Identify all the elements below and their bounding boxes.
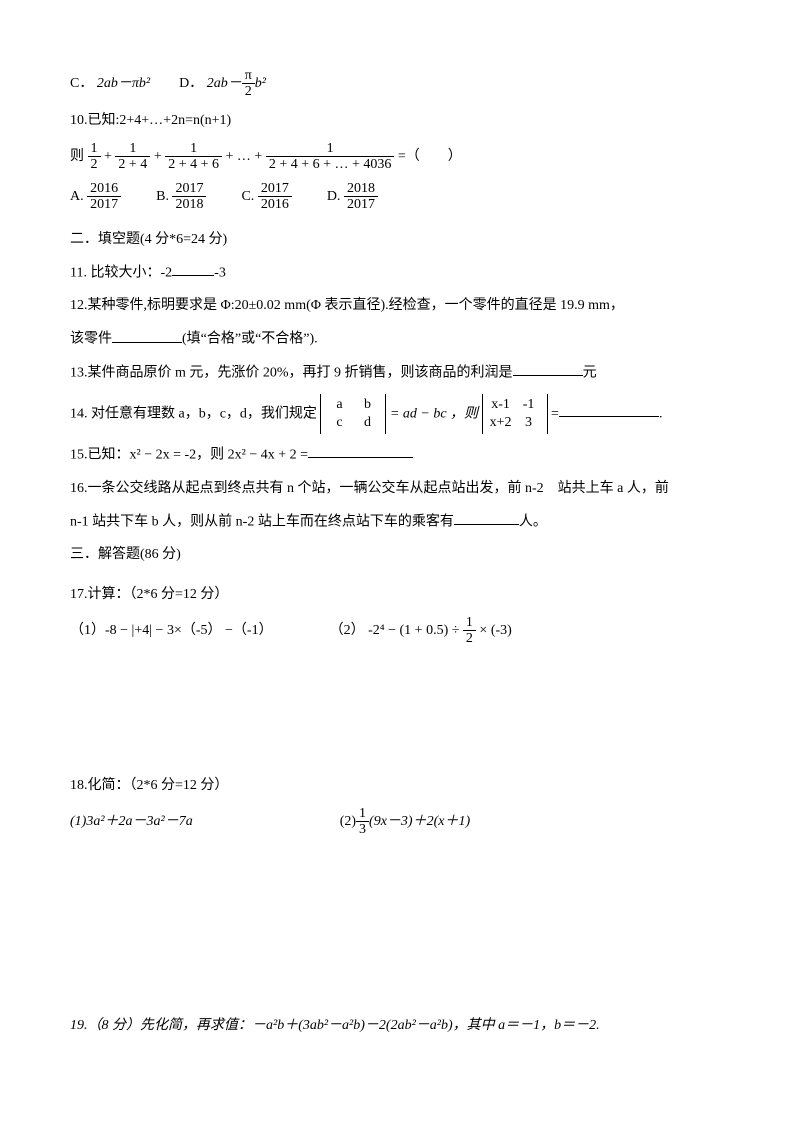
q16-l2: n-1 站共下车 b 人，则从前 n-2 站上车而在终点站下车的乘客有人。 [70, 509, 740, 535]
q17-p2-pre: -2⁴ − (1 + 0.5) ÷ [368, 623, 463, 638]
option-c-label: C. [241, 189, 254, 204]
section2-title: 二．填空题(4 分*6=24 分) [70, 227, 740, 252]
option-d-post: b² [255, 76, 266, 91]
option-d-label: D． [179, 76, 203, 91]
fraction: 20162017 [87, 181, 121, 213]
fraction: 20182017 [344, 181, 378, 213]
options-cd: C． 2ab－πb² D． 2ab－π2b² [70, 68, 740, 100]
q13: 13.某件商品原价 m 元，先涨价 20%，再打 9 折销售，则该商品的利润是元 [70, 360, 740, 386]
q17-p1: （1）-8 − |+4| − 3×（-5） −（-1） [70, 623, 273, 638]
fraction: 12 + 4 + 6 [165, 141, 222, 173]
blank[interactable] [112, 326, 182, 342]
fraction: 12 + 4 [115, 141, 150, 173]
fraction: 12 [88, 141, 101, 173]
q10-options: A. 20162017 B. 20172018 C. 20172016 D. 2… [70, 181, 740, 213]
workspace [70, 655, 740, 765]
blank[interactable] [172, 260, 214, 276]
q10-then: 则 [70, 149, 84, 164]
q19: 19.（8 分）先化简，再求值：－a²b＋(3ab²－a²b)－2(2ab²－a… [70, 1013, 740, 1038]
blank[interactable] [454, 509, 519, 525]
fraction: 20172018 [172, 181, 206, 213]
blank[interactable] [513, 360, 583, 376]
q14: 14. 对任意有理数 a，b，c，d，我们规定 ab cd = ad − bc … [70, 394, 740, 434]
q18-p1: (1)3a²＋2a－3a²－7a [70, 814, 193, 829]
determinant: x-1-1 x+23 [482, 394, 548, 434]
option-a-label: A. [70, 189, 84, 204]
blank[interactable] [308, 442, 413, 458]
q10-expr: 则 12 + 12 + 4 + 12 + 4 + 6 + … + 12 + 4 … [70, 141, 740, 173]
option-d-label: D. [327, 189, 341, 204]
q11: 11. 比较大小：-2-3 [70, 260, 740, 286]
option-c-label: C． [70, 76, 93, 91]
q17-p2-post: × (-3) [476, 623, 512, 638]
q18-p2-rest: (9x－3)＋2(x＋1) [369, 814, 470, 829]
exam-page: C． 2ab－πb² D． 2ab－π2b² 10.已知:2+4+…+2n=n(… [0, 0, 800, 1107]
q17-title: 17.计算：（2*6 分=12 分） [70, 582, 740, 607]
q18-parts: (1)3a²＋2a－3a²－7a (2)13(9x－3)＋2(x＋1) [70, 806, 740, 838]
option-b-label: B. [156, 189, 169, 204]
q17-parts: （1）-8 − |+4| − 3×（-5） −（-1） （2） -2⁴ − (1… [70, 615, 740, 647]
workspace [70, 845, 740, 1005]
fraction: 12 + 4 + 6 + … + 4036 [266, 141, 395, 173]
fraction: 20172016 [258, 181, 292, 213]
q12-l2: 该零件(填“合格”或“不合格”). [70, 326, 740, 352]
q17-p2-label: （2） [330, 623, 365, 638]
option-c-expr: 2ab－πb² [97, 76, 150, 91]
determinant: ab cd [320, 394, 386, 434]
q10-given: 10.已知:2+4+…+2n=n(n+1) [70, 108, 740, 133]
blank[interactable] [559, 401, 659, 417]
q10-eq: =（ ） [398, 149, 462, 164]
q15: 15.已知：x² − 2x = -2，则 2x² − 4x + 2 = [70, 442, 740, 468]
fraction: π2 [242, 68, 255, 100]
fraction: 13 [356, 806, 369, 838]
section3-title: 三．解答题(86 分) [70, 542, 740, 567]
option-d-pre: 2ab－ [207, 76, 242, 91]
q18-p2-label: (2) [340, 814, 356, 829]
q16-l1: 16.一条公交线路从起点到终点共有 n 个站，一辆公交车从起点站出发，前 n-2… [70, 476, 740, 501]
q18-title: 18.化简：（2*6 分=12 分） [70, 773, 740, 798]
q12-l1: 12.某种零件,标明要求是 Φ:20±0.02 mm(Φ 表示直径).经检查，一… [70, 293, 740, 318]
fraction: 12 [463, 615, 476, 647]
